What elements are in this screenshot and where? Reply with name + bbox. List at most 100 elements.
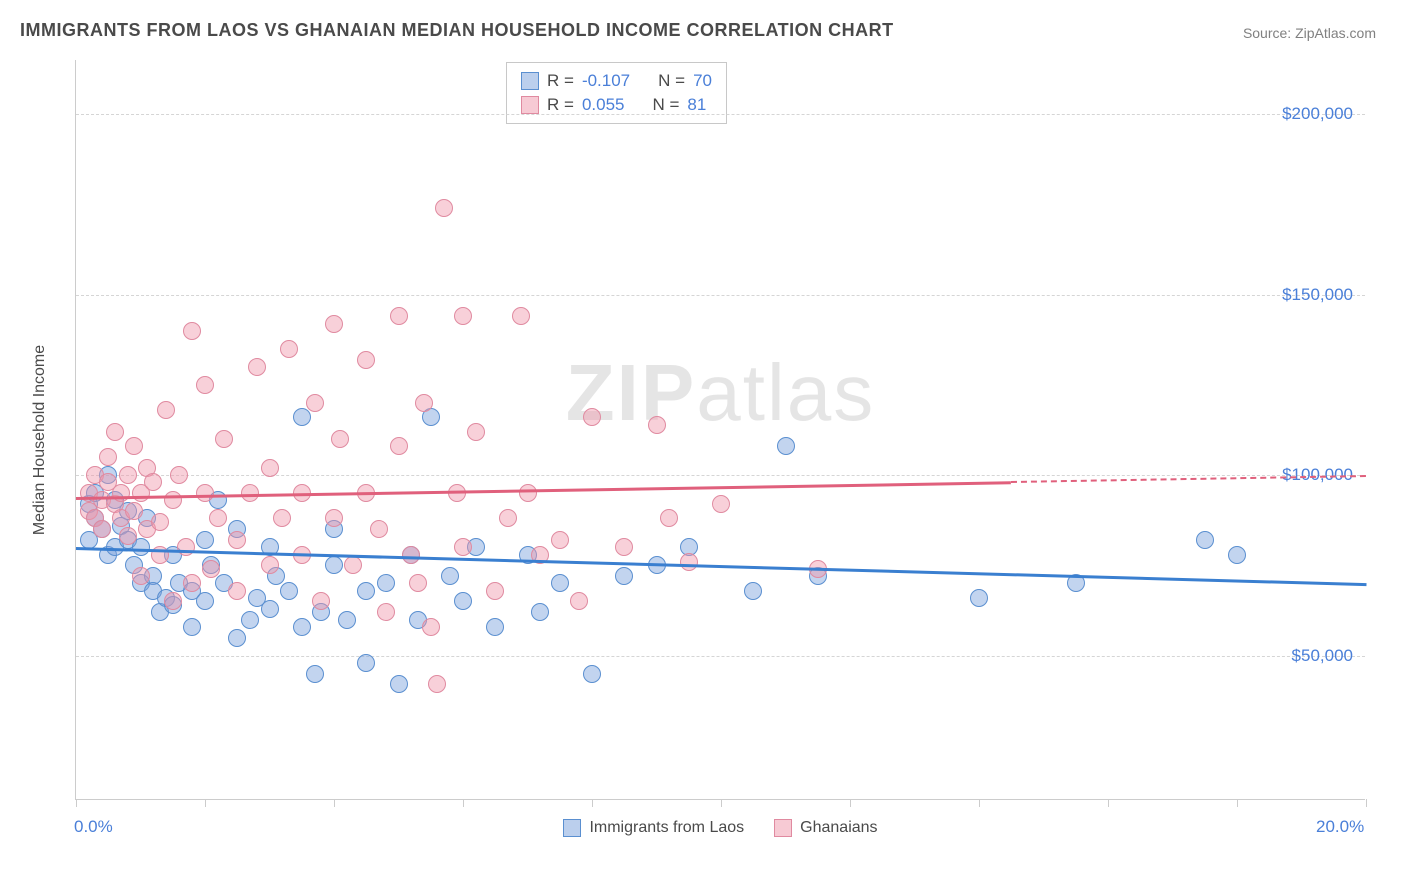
scatter-point-ghana [119, 466, 137, 484]
x-tick [76, 799, 77, 807]
scatter-point-ghana [93, 520, 111, 538]
chart-title: IMMIGRANTS FROM LAOS VS GHANAIAN MEDIAN … [20, 20, 894, 41]
legend-swatch-pink [521, 96, 539, 114]
watermark: ZIPatlas [566, 347, 875, 439]
scatter-point-laos [306, 665, 324, 683]
legend-swatch-blue [521, 72, 539, 90]
scatter-point-ghana [228, 582, 246, 600]
scatter-point-ghana [209, 509, 227, 527]
scatter-point-laos [531, 603, 549, 621]
scatter-point-ghana [370, 520, 388, 538]
scatter-point-ghana [325, 315, 343, 333]
series-legend: Immigrants from Laos Ghanaians [76, 819, 1365, 837]
scatter-point-ghana [196, 376, 214, 394]
x-tick [979, 799, 980, 807]
scatter-point-laos [196, 592, 214, 610]
scatter-point-ghana [183, 322, 201, 340]
scatter-point-laos [583, 665, 601, 683]
scatter-point-ghana [428, 675, 446, 693]
scatter-point-ghana [280, 340, 298, 358]
scatter-point-ghana [312, 592, 330, 610]
scatter-point-ghana [125, 502, 143, 520]
scatter-point-ghana [402, 546, 420, 564]
scatter-point-ghana [615, 538, 633, 556]
y-tick-label: $200,000 [1282, 104, 1353, 124]
x-tick [592, 799, 593, 807]
scatter-point-laos [228, 629, 246, 647]
scatter-point-laos [454, 592, 472, 610]
scatter-point-ghana [164, 491, 182, 509]
scatter-point-ghana [99, 448, 117, 466]
scatter-point-ghana [551, 531, 569, 549]
legend-item-laos: Immigrants from Laos [563, 819, 744, 837]
scatter-point-ghana [454, 538, 472, 556]
scatter-point-ghana [422, 618, 440, 636]
scatter-point-ghana [228, 531, 246, 549]
scatter-point-ghana [306, 394, 324, 412]
chart-container: Median Household Income ZIPatlas R = -0.… [50, 60, 1370, 820]
scatter-point-ghana [261, 459, 279, 477]
scatter-point-ghana [248, 358, 266, 376]
scatter-point-ghana [680, 553, 698, 571]
scatter-point-ghana [377, 603, 395, 621]
scatter-point-laos [261, 600, 279, 618]
scatter-point-laos [196, 531, 214, 549]
scatter-point-laos [338, 611, 356, 629]
grid-line [76, 656, 1365, 657]
y-tick-label: $50,000 [1292, 646, 1353, 666]
x-tick [463, 799, 464, 807]
scatter-point-ghana [486, 582, 504, 600]
scatter-point-ghana [435, 199, 453, 217]
scatter-point-ghana [202, 560, 220, 578]
scatter-point-ghana [344, 556, 362, 574]
legend-swatch-pink [774, 819, 792, 837]
scatter-point-ghana [454, 307, 472, 325]
scatter-point-ghana [570, 592, 588, 610]
scatter-point-ghana [325, 509, 343, 527]
scatter-point-ghana [177, 538, 195, 556]
trend-line [76, 481, 1011, 499]
x-tick [334, 799, 335, 807]
grid-line [76, 295, 1365, 296]
scatter-point-laos [357, 582, 375, 600]
x-tick [1237, 799, 1238, 807]
x-tick [721, 799, 722, 807]
scatter-point-ghana [261, 556, 279, 574]
x-tick [205, 799, 206, 807]
scatter-point-ghana [660, 509, 678, 527]
scatter-point-ghana [132, 567, 150, 585]
y-tick-label: $150,000 [1282, 285, 1353, 305]
scatter-point-laos [441, 567, 459, 585]
source-attribution: Source: ZipAtlas.com [1243, 25, 1376, 41]
scatter-point-ghana [215, 430, 233, 448]
x-tick [1108, 799, 1109, 807]
scatter-point-laos [1228, 546, 1246, 564]
scatter-point-ghana [144, 473, 162, 491]
scatter-point-laos [241, 611, 259, 629]
y-axis-title: Median Household Income [31, 345, 49, 535]
header: IMMIGRANTS FROM LAOS VS GHANAIAN MEDIAN … [0, 0, 1406, 51]
scatter-point-laos [377, 574, 395, 592]
scatter-point-ghana [273, 509, 291, 527]
scatter-point-ghana [196, 484, 214, 502]
scatter-point-ghana [512, 307, 530, 325]
scatter-point-ghana [183, 574, 201, 592]
grid-line [76, 114, 1365, 115]
scatter-point-ghana [390, 307, 408, 325]
scatter-point-ghana [467, 423, 485, 441]
scatter-point-ghana [106, 423, 124, 441]
legend-swatch-blue [563, 819, 581, 837]
scatter-point-ghana [112, 484, 130, 502]
scatter-point-ghana [712, 495, 730, 513]
scatter-point-ghana [415, 394, 433, 412]
x-tick [1366, 799, 1367, 807]
x-tick [850, 799, 851, 807]
scatter-point-laos [293, 618, 311, 636]
legend-row-laos: R = -0.107 N = 70 [521, 69, 712, 93]
scatter-point-laos [777, 437, 795, 455]
scatter-point-ghana [119, 527, 137, 545]
scatter-point-ghana [648, 416, 666, 434]
scatter-point-ghana [390, 437, 408, 455]
scatter-point-ghana [157, 401, 175, 419]
scatter-point-ghana [583, 408, 601, 426]
